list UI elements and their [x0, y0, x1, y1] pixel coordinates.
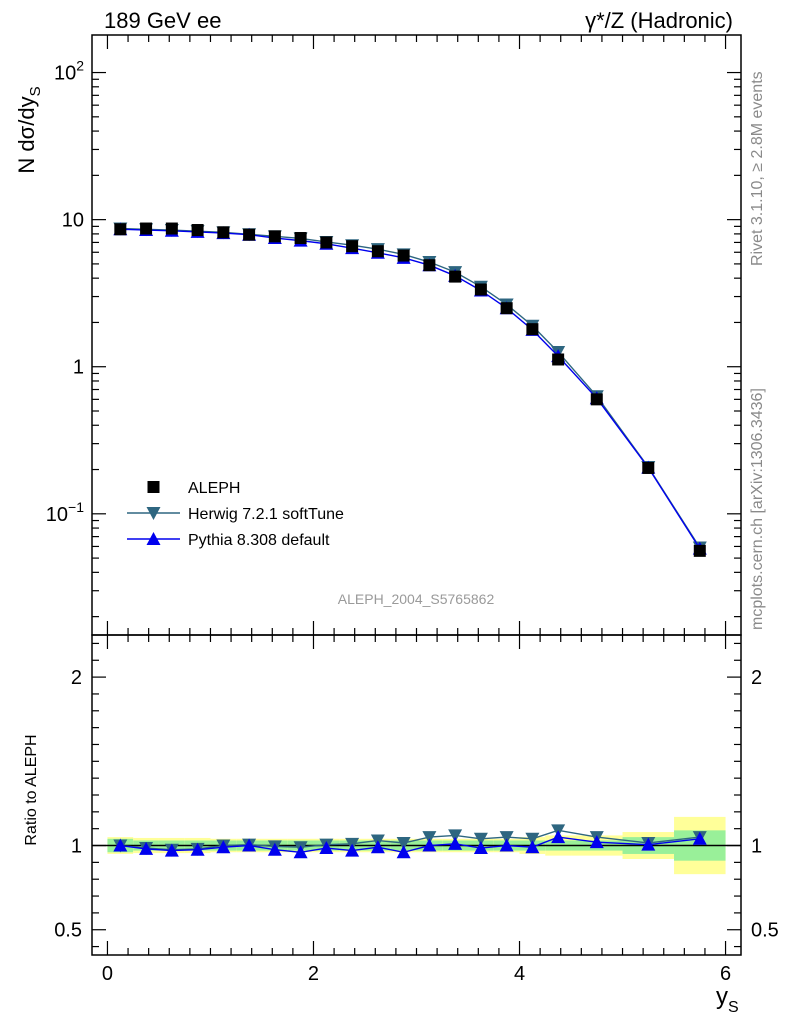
- legend-marker: [147, 481, 160, 493]
- ratio-point: [525, 832, 540, 846]
- data-point: [371, 245, 384, 258]
- series-line-2: [120, 228, 701, 549]
- mcplots-info: mcplots.cern.ch [arXiv:1306.3436]: [749, 388, 766, 630]
- data-point: [449, 270, 462, 283]
- left-title: 189 GeV ee: [104, 8, 221, 33]
- data-point: [693, 544, 706, 557]
- ratio-point: [448, 836, 463, 850]
- x-axis-label: yS: [716, 983, 739, 1016]
- ratio-point: [525, 840, 540, 854]
- ratio-point: [448, 829, 463, 843]
- ratio-y-tick-label-right: 1: [751, 836, 762, 858]
- ratio-y-label: Ratio to ALEPH: [23, 734, 40, 845]
- y-tick-label: 10: [62, 210, 84, 232]
- rivet-info: Rivet 3.1.10, ≥ 2.8M events: [749, 71, 766, 266]
- x-axis-label-text: y: [716, 983, 728, 1010]
- ratio-point: [242, 838, 257, 852]
- ratio-point: [216, 840, 231, 854]
- data-point: [294, 232, 307, 245]
- ratio-y-tick-label-left: 2: [71, 667, 82, 689]
- watermark: ALEPH_2004_S5765862: [338, 591, 495, 607]
- y-tick-label-exp: −1: [68, 499, 84, 515]
- data-point: [320, 236, 333, 249]
- legend-label: Herwig 7.2.1 softTune: [188, 506, 344, 523]
- data-point: [268, 230, 281, 243]
- ratio-point: [396, 837, 411, 850]
- ratio-point: [113, 838, 128, 852]
- x-tick-label: 4: [514, 963, 525, 985]
- ratio-point: [293, 845, 308, 859]
- ratio-point: [473, 832, 488, 846]
- ratio-y-tick-label-left: 1: [71, 836, 82, 858]
- data-point: [500, 302, 513, 315]
- ratio-panel: 0.5 0.5 1 1 2 2 0 2 4 6: [54, 634, 779, 985]
- ratio-point: [345, 843, 360, 857]
- data-point: [191, 224, 204, 237]
- data-point: [590, 393, 603, 406]
- y-tick-label: 10−1: [46, 499, 84, 526]
- series-line-1: [120, 227, 701, 548]
- right-title: γ*/Z (Hadronic): [585, 8, 733, 33]
- ratio-point: [139, 841, 154, 855]
- y-tick-label-exp: 2: [76, 58, 84, 74]
- ratio-point: [422, 838, 437, 852]
- x-tick-label: 2: [308, 963, 319, 985]
- data-point: [165, 222, 178, 235]
- ratio-point: [551, 830, 566, 844]
- ratio-point: [190, 842, 205, 856]
- ratio-y-tick-label-right: 0.5: [751, 920, 779, 942]
- data-point: [140, 222, 153, 235]
- ratio-y-tick-label-left: 0.5: [54, 920, 82, 942]
- y-tick-label: 1: [73, 357, 84, 379]
- ratio-point: [370, 840, 385, 854]
- main-y-label: N dσ/dyS: [14, 86, 44, 173]
- x-tick-label: 0: [102, 963, 113, 985]
- main-series-layer: [113, 222, 707, 557]
- main-y-label-text: N dσ/dy: [14, 96, 39, 173]
- ratio-point: [319, 841, 334, 855]
- data-point: [397, 249, 410, 262]
- ratio-point: [396, 845, 411, 859]
- y-tick-label-base: 10: [54, 63, 76, 85]
- legend-marker: [146, 507, 161, 520]
- ratio-point: [422, 831, 437, 845]
- data-point: [474, 283, 487, 296]
- y-tick-label: 102: [54, 58, 84, 85]
- data-point: [423, 259, 436, 272]
- y-tick-label-base: 10: [46, 504, 68, 526]
- data-point: [217, 226, 230, 239]
- data-point: [114, 223, 127, 236]
- ratio-point: [499, 838, 514, 852]
- data-point: [243, 228, 256, 241]
- data-point: [346, 240, 359, 253]
- data-point: [526, 323, 539, 336]
- legend-label: ALEPH: [188, 480, 240, 497]
- ratio-point: [589, 835, 604, 849]
- ratio-axis-ticks: 0.5 0.5 1 1 2 2 0 2 4 6: [54, 635, 779, 985]
- ratio-point: [641, 837, 656, 851]
- ratio-point: [692, 831, 707, 845]
- x-axis-label-sub: S: [728, 999, 739, 1016]
- ratio-series-layer: [113, 824, 707, 859]
- ratio-point: [473, 841, 488, 855]
- legend-marker: [146, 532, 161, 545]
- ratio-point: [267, 842, 282, 856]
- ratio-point: [164, 843, 179, 857]
- ratio-frame: [91, 634, 742, 956]
- data-point: [552, 353, 565, 366]
- x-tick-label: 6: [720, 963, 731, 985]
- legend: ALEPH Herwig 7.2.1 softTune Pythia 8.308 d…: [127, 480, 344, 549]
- legend-label: Pythia 8.308 default: [188, 532, 330, 549]
- data-point: [642, 461, 655, 474]
- ratio-y-tick-label-right: 2: [751, 667, 762, 689]
- main-y-label-sub: S: [27, 86, 44, 96]
- ratio-point: [499, 831, 514, 845]
